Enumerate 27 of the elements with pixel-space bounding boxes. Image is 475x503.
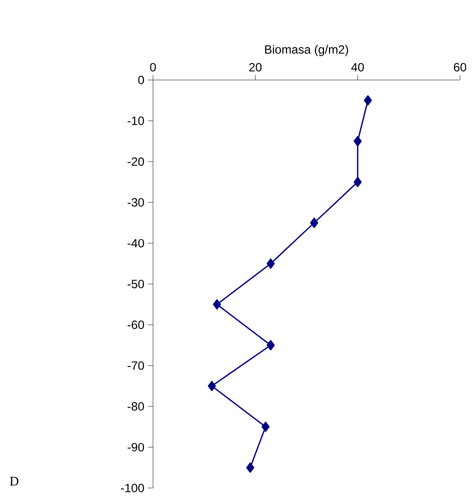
- point: [212, 299, 221, 310]
- y-tick-label: -80: [128, 402, 144, 411]
- x-axis-title: Biomasa (g/m2): [265, 44, 348, 56]
- y-tick-label: -10: [128, 116, 144, 126]
- y-tick-label: -60: [128, 320, 144, 330]
- point: [208, 380, 216, 392]
- point: [354, 176, 362, 188]
- x-tick-label: 40: [351, 62, 364, 72]
- y-tick-label: -40: [128, 238, 144, 248]
- text: D: [10, 476, 18, 486]
- y-tick-label: -90: [128, 442, 144, 452]
- y-tick-label: 0: [138, 76, 144, 84]
- x-tick-label: 60: [454, 62, 466, 72]
- point: [266, 258, 275, 269]
- y-tick-label: -30: [128, 198, 144, 207]
- y-tick-label: -70: [128, 361, 144, 370]
- y-tick-label: -50: [128, 280, 144, 288]
- y-tick-label: -100: [120, 484, 144, 492]
- point: [266, 340, 275, 350]
- point: [262, 422, 270, 432]
- x-tick-label: 20: [249, 62, 262, 72]
- point: [310, 218, 318, 228]
- point: [246, 462, 254, 473]
- point: [354, 136, 362, 146]
- point: [364, 95, 372, 106]
- y-tick-label: -20: [128, 157, 144, 166]
- x-tick-label: 0: [150, 62, 156, 72]
